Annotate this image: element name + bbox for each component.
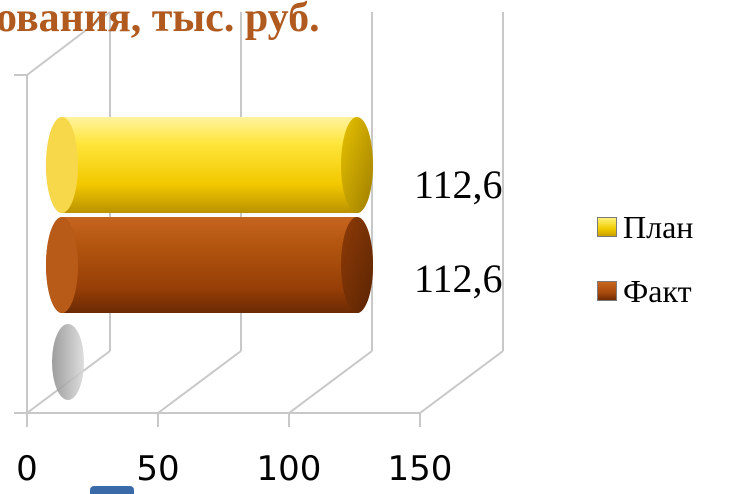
legend-label-fact: Факт [623, 272, 692, 309]
data-label-fact: 112,6 [414, 256, 503, 301]
legend-item-plan: План [597, 206, 693, 248]
chart-title: ования, тыс. руб. [0, 0, 320, 41]
data-label-plan: 112,6 [414, 162, 503, 207]
x-tick-label-50: 50 [136, 449, 179, 489]
chart-labels: 0 50 100 150 112,6 112,6 [16, 162, 502, 489]
bar-fact [46, 217, 374, 313]
bar-body [46, 117, 374, 213]
decorative-blue-shape [90, 486, 134, 494]
bar-body [46, 217, 374, 313]
floor-gridline-100 [288, 350, 373, 414]
chart-legend: План Факт [597, 206, 693, 334]
bar-shadow [52, 324, 84, 400]
bar-left-cap [46, 217, 78, 313]
bar-plan [46, 117, 374, 213]
left-wall-top-edge [26, 11, 111, 76]
bar-end-face [341, 217, 374, 313]
legend-item-fact: Факт [597, 270, 693, 312]
chart-bars [46, 117, 374, 400]
x-tick-label-0: 0 [16, 449, 38, 489]
floor-gridline-150 [419, 350, 504, 414]
bar-left-cap [46, 117, 78, 213]
chart-frame [14, 11, 420, 414]
x-tick-label-100: 100 [257, 449, 322, 489]
legend-swatch-plan [597, 217, 617, 237]
bar-end-face [341, 117, 374, 213]
legend-label-plan: План [623, 208, 694, 245]
floor-gridline-50 [157, 350, 242, 414]
x-tick-label-150: 150 [388, 449, 453, 489]
legend-swatch-fact [597, 281, 617, 301]
